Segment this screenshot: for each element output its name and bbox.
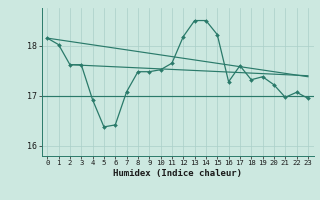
X-axis label: Humidex (Indice chaleur): Humidex (Indice chaleur)	[113, 169, 242, 178]
